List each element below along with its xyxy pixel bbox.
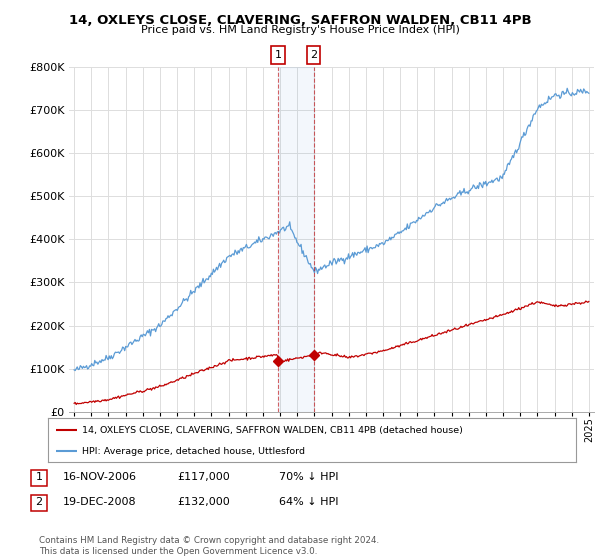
Text: Contains HM Land Registry data © Crown copyright and database right 2024.
This d: Contains HM Land Registry data © Crown c… bbox=[39, 536, 379, 556]
Text: Price paid vs. HM Land Registry's House Price Index (HPI): Price paid vs. HM Land Registry's House … bbox=[140, 25, 460, 35]
Text: 64% ↓ HPI: 64% ↓ HPI bbox=[279, 497, 338, 507]
Text: 1: 1 bbox=[274, 50, 281, 60]
Text: 19-DEC-2008: 19-DEC-2008 bbox=[63, 497, 137, 507]
Text: 14, OXLEYS CLOSE, CLAVERING, SAFFRON WALDEN, CB11 4PB (detached house): 14, OXLEYS CLOSE, CLAVERING, SAFFRON WAL… bbox=[82, 426, 463, 435]
Text: £117,000: £117,000 bbox=[177, 472, 230, 482]
Text: £132,000: £132,000 bbox=[177, 497, 230, 507]
Text: 2: 2 bbox=[310, 50, 317, 60]
Text: 14, OXLEYS CLOSE, CLAVERING, SAFFRON WALDEN, CB11 4PB: 14, OXLEYS CLOSE, CLAVERING, SAFFRON WAL… bbox=[68, 14, 532, 27]
Text: 2: 2 bbox=[35, 497, 43, 507]
Text: 16-NOV-2006: 16-NOV-2006 bbox=[63, 472, 137, 482]
Text: 1: 1 bbox=[35, 472, 43, 482]
Text: HPI: Average price, detached house, Uttlesford: HPI: Average price, detached house, Uttl… bbox=[82, 446, 305, 456]
Text: 70% ↓ HPI: 70% ↓ HPI bbox=[279, 472, 338, 482]
Bar bbox=[278, 67, 314, 412]
